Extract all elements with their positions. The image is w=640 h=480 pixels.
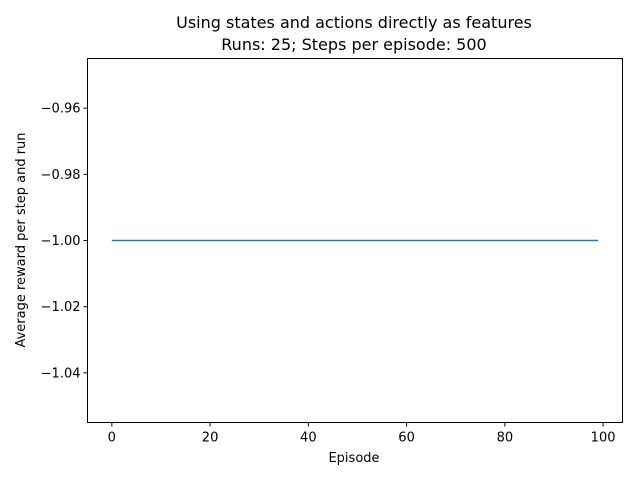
- x-tick-label: 100: [591, 431, 616, 446]
- chart-title: Using states and actions directly as fea…: [176, 13, 532, 32]
- x-tick-label: 40: [300, 431, 317, 446]
- x-tick-label: 60: [398, 431, 415, 446]
- x-tick-label: 0: [108, 431, 116, 446]
- plot-area: [87, 58, 623, 423]
- y-axis-label: Average reward per step and run: [14, 132, 29, 347]
- x-axis-label: Episode: [328, 451, 379, 466]
- y-tick-label: −1.02: [41, 300, 81, 315]
- chart-subtitle: Runs: 25; Steps per episode: 500: [221, 35, 486, 54]
- y-tick-label: −0.96: [41, 102, 81, 117]
- y-tick-label: −1.00: [41, 234, 81, 249]
- y-tick-label: −1.04: [41, 366, 81, 381]
- y-axis-ticks: −0.96 −0.98 −1.00 −1.02 −1.04: [41, 102, 88, 381]
- x-axis-ticks: 0 20 40 60 80 100: [108, 422, 616, 446]
- x-tick-label: 20: [202, 431, 219, 446]
- y-tick-label: −0.98: [41, 168, 81, 183]
- x-tick-label: 80: [497, 431, 514, 446]
